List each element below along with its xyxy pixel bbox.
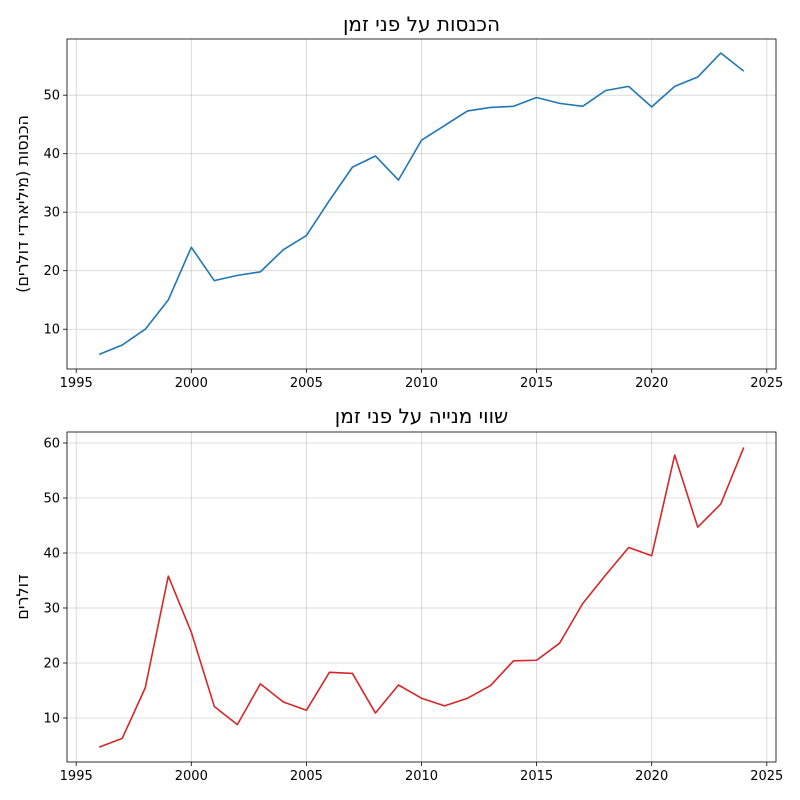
stock-price-chart-panel: 1995 2000 2005 2010 2015 2020 2025 10 20 30 40 50 60… (13, 404, 783, 784)
x-tick-label: 2015 (520, 376, 553, 391)
y-tick-label: 10 (43, 712, 60, 727)
y-tick-label: 40 (43, 547, 60, 562)
x-tick-label: 2000 (175, 769, 208, 784)
x-tick-label: 2010 (405, 376, 438, 391)
x-tick-label: 1995 (60, 376, 93, 391)
series-line (98, 52, 745, 356)
series-line (98, 447, 745, 748)
y-axis-label: דולרים (13, 574, 32, 620)
chart-title: הכנסות על פני זמן (343, 12, 500, 36)
y-tick-label: 30 (43, 602, 60, 617)
x-tick-label: 2020 (635, 376, 668, 391)
x-tick-label: 2015 (520, 769, 553, 784)
x-tick-label: 2000 (175, 376, 208, 391)
y-axis-label: הכנסות (מיליארדי דולרים) (13, 115, 32, 293)
x-tick-label: 2005 (290, 769, 323, 784)
y-tick-label: 30 (43, 206, 60, 221)
y-tick-label: 20 (43, 657, 60, 672)
y-tick-label: 10 (43, 323, 60, 338)
chart-title: שווי מנייה על פני זמן (335, 404, 508, 428)
y-tick-label: 60 (43, 437, 60, 452)
y-tick-label: 40 (43, 147, 60, 162)
x-tick-label: 2020 (635, 769, 668, 784)
x-tick-label: 2025 (750, 769, 783, 784)
x-tick-label: 2010 (405, 769, 438, 784)
x-tick-label: 2005 (290, 376, 323, 391)
x-tick-label: 1995 (60, 769, 93, 784)
revenue-chart-panel: 1995 2000 2005 2010 2015 2020 2025 10 20 30 40 50 הכ… (13, 12, 783, 391)
x-tick-label: 2025 (750, 376, 783, 391)
y-tick-label: 50 (43, 89, 60, 104)
y-tick-label: 20 (43, 264, 60, 279)
y-tick-label: 50 (43, 492, 60, 507)
